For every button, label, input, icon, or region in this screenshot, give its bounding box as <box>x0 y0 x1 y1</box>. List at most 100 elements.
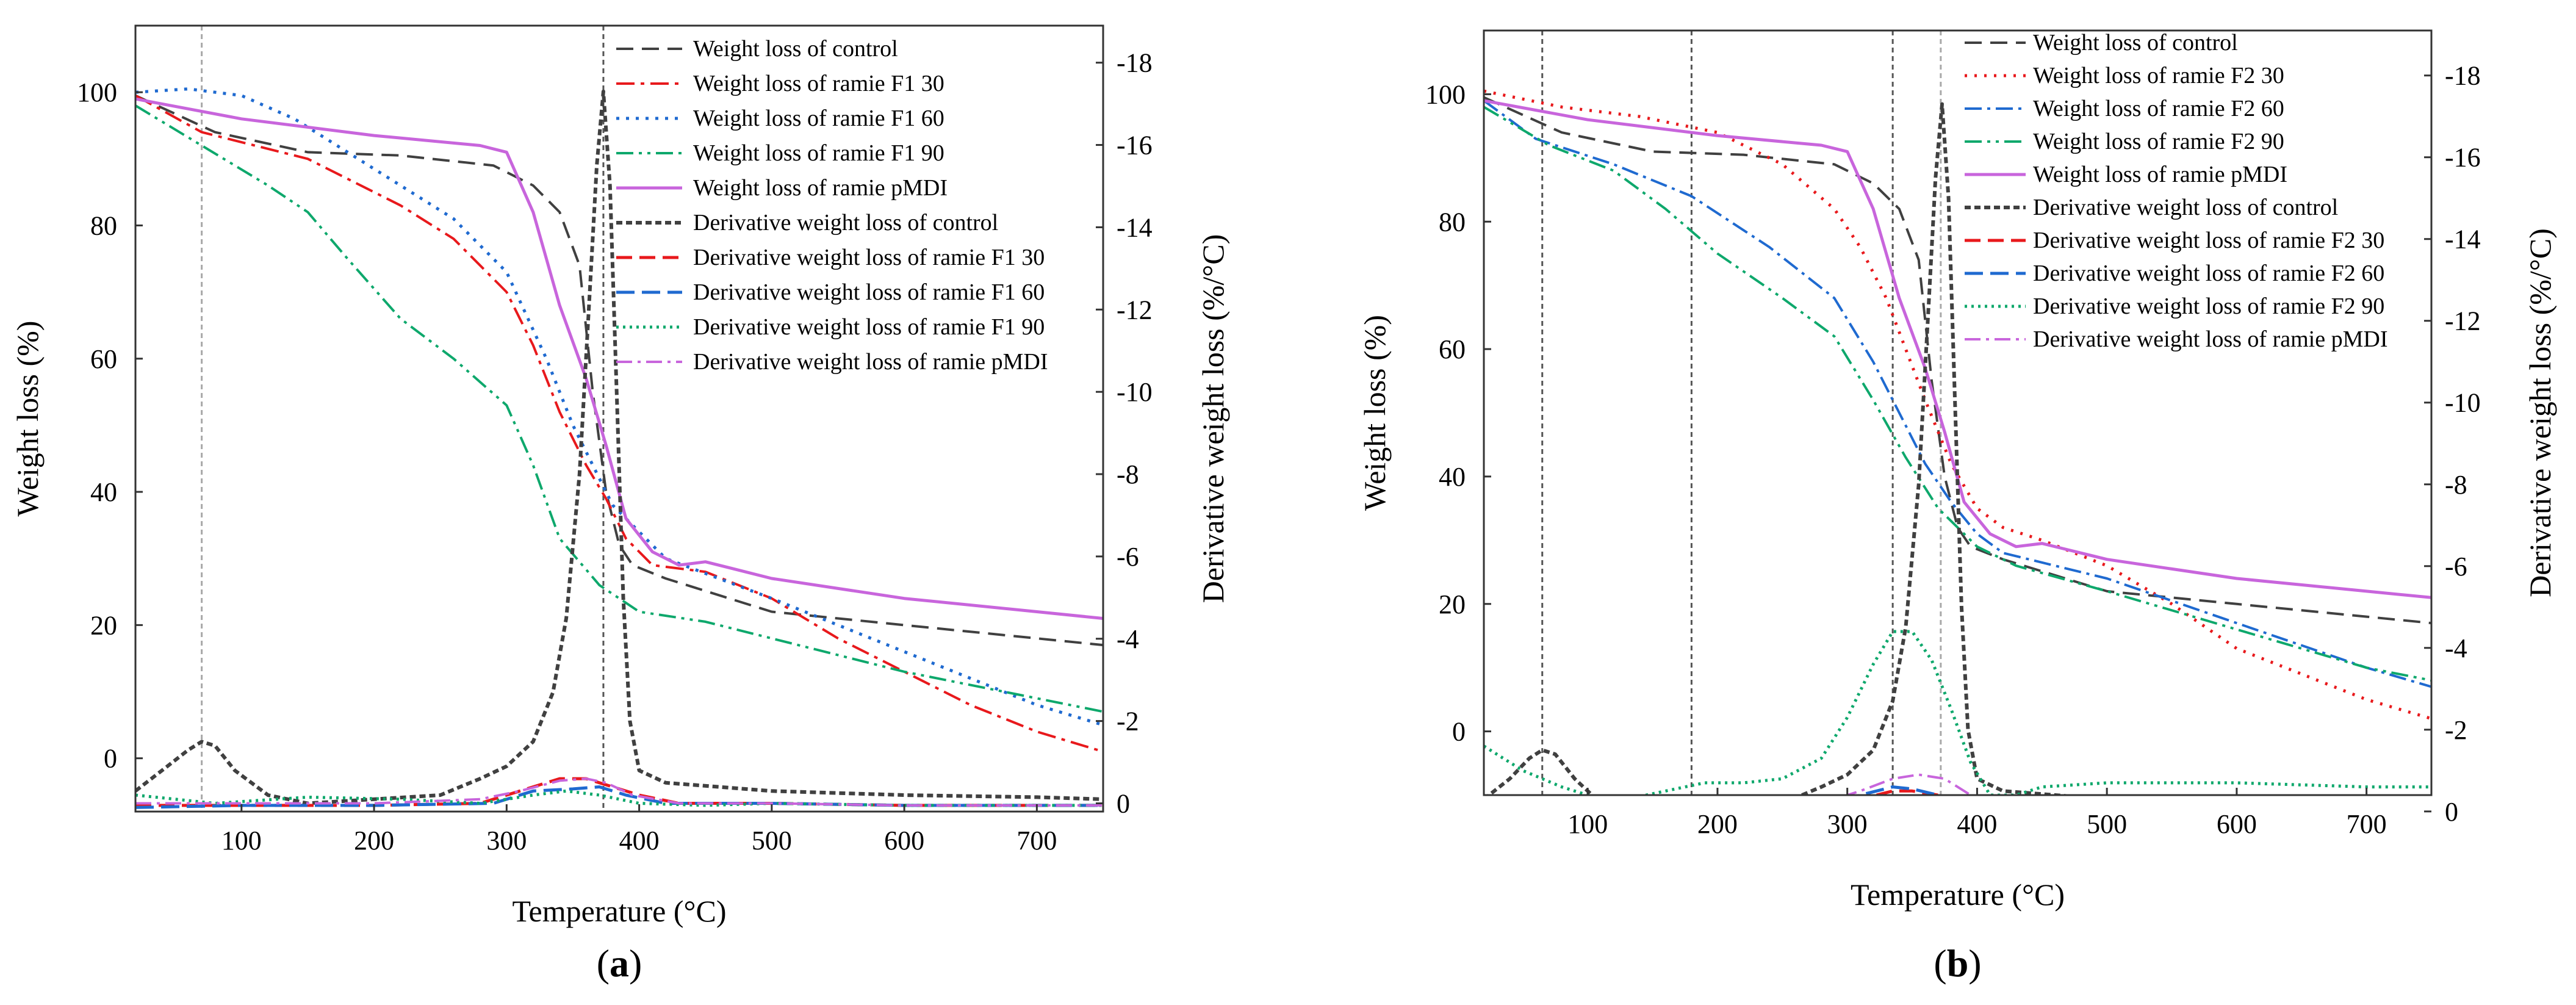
x-tick-label: 400 <box>619 826 660 856</box>
legend-label: Weight loss of ramie F2 90 <box>2033 129 2284 154</box>
legend-label: Derivative weight loss of ramie F1 30 <box>693 245 1045 270</box>
y2-tick-label: -16 <box>1117 131 1153 160</box>
y-tick-label: 20 <box>1439 589 1466 619</box>
panel-label-close: ) <box>1968 942 1981 985</box>
y-axis-title: Weight loss (%) <box>1358 315 1392 511</box>
y-tick-label: 80 <box>1439 207 1466 237</box>
legend-label: Derivative weight loss of ramie F2 30 <box>2033 228 2384 253</box>
series-line-9 <box>135 789 1103 807</box>
legend: Weight loss of control Weight loss of ram… <box>616 36 1048 375</box>
x-tick-label: 500 <box>752 826 792 856</box>
y2-tick-label: -14 <box>1117 212 1153 242</box>
x-tick-label: 100 <box>1567 809 1608 839</box>
y2-tick-label: -10 <box>1117 377 1153 407</box>
panel-label-letter: b <box>1947 942 1969 985</box>
y-tick-label: 40 <box>90 477 117 507</box>
y2-tick-label: -6 <box>2445 552 2467 582</box>
legend-label: Derivative weight loss of ramie F1 60 <box>693 279 1045 305</box>
y2-tick-label: -2 <box>1117 707 1139 737</box>
legend-label: Weight loss of ramie F2 60 <box>2033 96 2284 121</box>
series-line-2 <box>135 94 1103 753</box>
panel-label-open: ( <box>597 942 610 985</box>
y-tick-label: 40 <box>1439 462 1466 492</box>
y-tick-label: 60 <box>90 344 117 374</box>
y2-tick-label: -4 <box>1117 624 1139 654</box>
series-line-2 <box>1484 89 2431 721</box>
y2-axis-title: Derivative weight loss (%/°C) <box>1196 234 1230 603</box>
x-tick-label: 600 <box>884 826 924 856</box>
series-line-6 <box>1486 102 2079 795</box>
series-line-7 <box>135 777 1103 807</box>
y2-tick-label: -8 <box>2445 470 2467 500</box>
legend-label: Weight loss of control <box>693 36 898 62</box>
legend-label: Weight loss of ramie F1 90 <box>693 140 944 166</box>
series-line-3 <box>1484 99 2431 688</box>
plot-area <box>135 87 1103 809</box>
panel-label: (b) <box>1934 942 1981 985</box>
series-line-4 <box>135 104 1103 713</box>
legend-label: Weight loss of ramie F1 60 <box>693 106 944 131</box>
legend-label: Weight loss of ramie pMDI <box>693 175 948 201</box>
series-line-4 <box>1484 106 2431 682</box>
series-line-5 <box>135 97 1103 620</box>
legend-label: Derivative weight loss of ramie F2 60 <box>2033 261 2384 286</box>
y2-tick-label: -2 <box>2445 715 2467 745</box>
y-tick-label: 100 <box>77 77 117 107</box>
y2-tick-label: -10 <box>2445 388 2481 418</box>
y2-tick-label: -12 <box>2445 306 2481 336</box>
y-tick-label: 80 <box>90 211 117 240</box>
legend-label: Derivative weight loss of control <box>2033 195 2338 220</box>
y2-tick-label: -14 <box>2445 225 2481 254</box>
x-tick-label: 100 <box>221 826 262 856</box>
y2-tick-label: -4 <box>2445 633 2467 663</box>
chart-panel-a: 100 200 300 400 500 600 700 0 20 40 60 80 100 0 -2 -4 -6… <box>10 24 1230 985</box>
y-tick-label: 20 <box>90 610 117 640</box>
x-tick-label: 300 <box>1827 809 1868 839</box>
legend-label: Derivative weight loss of ramie pMDI <box>2033 326 2387 352</box>
y-axis-title: Weight loss (%) <box>10 321 45 517</box>
x-tick-label: 300 <box>486 826 527 856</box>
x-tick-label: 700 <box>2347 809 2387 839</box>
y-tick-label: 0 <box>104 744 117 774</box>
series-line-8 <box>1855 785 1946 795</box>
panel-label: (a) <box>597 942 642 985</box>
y2-tick-label: 0 <box>1117 789 1130 819</box>
panel-label-letter: a <box>610 942 629 985</box>
series-line-3 <box>135 87 1103 727</box>
x-tick-label: 500 <box>2087 809 2127 839</box>
legend: Weight loss of control Weight loss of ram… <box>1965 30 2387 352</box>
chart-panel-b: 100 200 300 400 500 600 700 0 20 40 60 80 100 0 -2 -4 -6… <box>1358 29 2557 985</box>
legend-label: Derivative weight loss of control <box>693 210 998 236</box>
y2-tick-label: -18 <box>1117 48 1153 78</box>
x-axis-title: Temperature (°C) <box>1851 877 2065 912</box>
legend-label: Derivative weight loss of ramie pMDI <box>693 349 1048 375</box>
legend-label: Derivative weight loss of ramie F2 90 <box>2033 294 2384 319</box>
legend-label: Weight loss of ramie pMDI <box>2033 162 2287 187</box>
x-tick-label: 200 <box>1697 809 1738 839</box>
series-line-6 <box>135 89 1103 805</box>
legend-label: Derivative weight loss of ramie F1 90 <box>693 314 1045 340</box>
y2-tick-label: -12 <box>1117 295 1153 325</box>
x-tick-label: 400 <box>1957 809 1997 839</box>
y2-axis-title: Derivative weight loss (%/°C) <box>2523 228 2557 597</box>
legend-label: Weight loss of control <box>2033 30 2238 56</box>
x-tick-label: 600 <box>2217 809 2257 839</box>
y2-tick-label: -6 <box>1117 542 1139 572</box>
series-line-5 <box>1484 99 2431 599</box>
series-line-1 <box>1484 96 2431 625</box>
legend-label: Weight loss of ramie F2 30 <box>2033 63 2284 88</box>
panel-label-close: ) <box>629 942 642 985</box>
plot-area <box>1484 89 2431 795</box>
x-tick-label: 200 <box>354 826 394 856</box>
y-tick-label: 0 <box>1452 717 1466 747</box>
x-axis-title: Temperature (°C) <box>512 894 726 928</box>
series-line-9 <box>1484 630 2431 795</box>
plot-frame <box>134 24 1104 813</box>
y2-tick-label: 0 <box>2445 797 2458 827</box>
x-tick-label: 700 <box>1016 826 1057 856</box>
y2-tick-label: -18 <box>2445 61 2481 91</box>
y-tick-label: 100 <box>1425 79 1466 109</box>
y2-tick-label: -16 <box>2445 143 2481 173</box>
panel-label-open: ( <box>1934 942 1946 985</box>
